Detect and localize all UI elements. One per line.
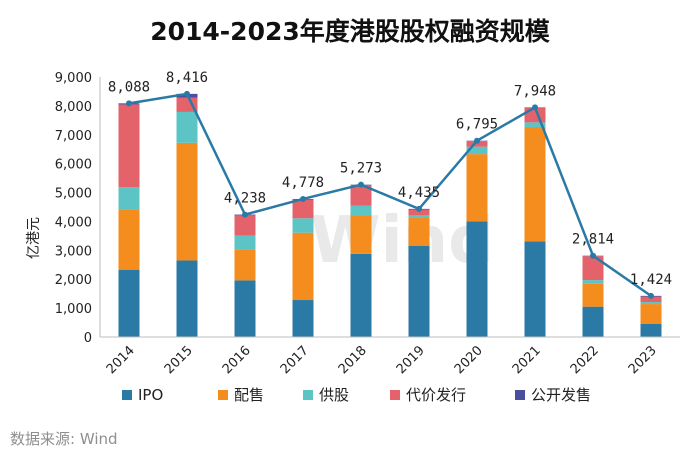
legend-label: IPO xyxy=(138,386,163,404)
total-point xyxy=(184,90,190,97)
x-tick-label: 2017 xyxy=(278,343,312,377)
legend-label: 配售 xyxy=(234,386,264,404)
bar-segment xyxy=(466,141,488,147)
bar-segment xyxy=(292,300,314,337)
x-tick-label: 2015 xyxy=(162,343,196,377)
y-tick-label: 0 xyxy=(84,331,92,346)
total-point xyxy=(474,137,480,144)
bar-segment xyxy=(408,246,430,337)
bar-segment xyxy=(408,209,430,216)
bars-group xyxy=(118,93,662,337)
legend-label: 代价发行 xyxy=(406,386,466,404)
bar-segment xyxy=(582,256,604,281)
y-tick-label: 8,000 xyxy=(55,100,92,115)
bar-segment xyxy=(582,280,604,284)
legend-swatch xyxy=(218,390,228,400)
legend-swatch xyxy=(303,390,313,400)
bar-segment xyxy=(524,126,546,242)
total-line xyxy=(128,92,652,297)
x-tick-label: 2016 xyxy=(220,343,254,377)
legend-swatch xyxy=(390,390,400,400)
total-line-group: 8,088 8,416 4,238 4,778 5,273 4,435 6,795 7,948… xyxy=(108,70,672,299)
y-tick-label: 7,000 xyxy=(55,129,92,144)
total-data-label: 6,795 xyxy=(456,117,498,133)
bar-segment xyxy=(234,249,256,281)
x-tick-label: 2023 xyxy=(626,343,660,377)
bar-segment xyxy=(466,146,488,155)
source-note: 数据来源: Wind xyxy=(10,430,118,448)
bar-segment xyxy=(350,185,372,206)
bar-segment xyxy=(466,221,488,337)
bar-segment xyxy=(466,154,488,222)
bar-segment xyxy=(292,218,314,233)
x-tick-label: 2019 xyxy=(394,343,428,377)
total-point xyxy=(300,195,306,202)
bar-segment xyxy=(176,111,198,143)
bar-segment xyxy=(640,304,662,324)
bar-segment xyxy=(292,232,314,301)
total-data-label: 8,416 xyxy=(166,70,208,86)
y-tick-label: 4,000 xyxy=(55,215,92,230)
bar-segment xyxy=(582,306,604,337)
chart-title: 2014-2023年度港股股权融资规模 xyxy=(150,17,550,46)
total-data-label: 8,088 xyxy=(108,79,150,95)
total-data-label: 4,778 xyxy=(282,175,324,191)
bar-segment xyxy=(350,253,372,337)
total-point xyxy=(358,181,364,188)
bar-segment xyxy=(234,215,256,236)
total-data-label: 4,238 xyxy=(224,191,266,207)
y-tick-label: 5,000 xyxy=(55,187,92,202)
legend-label: 供股 xyxy=(319,386,349,404)
x-tick-label: 2020 xyxy=(452,343,486,377)
total-point xyxy=(416,205,422,212)
bar-segment xyxy=(118,104,140,188)
total-point xyxy=(242,211,248,218)
bar-segment xyxy=(176,142,198,261)
bar-segment xyxy=(640,323,662,337)
bar-segment xyxy=(350,215,372,254)
bar-segment xyxy=(176,260,198,337)
x-tick-label: 2014 xyxy=(104,343,138,377)
x-tick-label: 2022 xyxy=(568,343,602,377)
legend-swatch xyxy=(122,390,132,400)
y-tick-label: 6,000 xyxy=(55,158,92,173)
y-tick-label: 1,000 xyxy=(55,302,92,317)
legend-swatch xyxy=(515,390,525,400)
watermark: Wind xyxy=(310,204,494,278)
bar-segment xyxy=(408,215,430,218)
legend-label: 公开发售 xyxy=(531,386,591,404)
bar-segment xyxy=(118,187,140,210)
x-tick-label: 2018 xyxy=(336,343,370,377)
total-data-label: 7,948 xyxy=(514,83,556,99)
total-data-label: 4,435 xyxy=(398,185,440,201)
bar-segment xyxy=(582,283,604,307)
bar-segment xyxy=(176,97,198,112)
bar-segment xyxy=(640,296,662,303)
total-point xyxy=(648,292,654,299)
total-data-label: 5,273 xyxy=(340,161,382,177)
legend: IPO 配售 供股 代价发行 公开发售 xyxy=(122,386,591,404)
y-tick-label: 9,000 xyxy=(55,71,92,86)
total-point xyxy=(590,252,596,259)
total-point xyxy=(532,104,538,111)
bar-segment xyxy=(350,205,372,216)
bar-segment xyxy=(234,235,256,250)
total-data-label: 1,424 xyxy=(630,272,672,288)
total-point xyxy=(126,100,132,107)
bar-segment xyxy=(524,122,546,127)
bar-segment xyxy=(118,269,140,337)
y-tick-label: 2,000 xyxy=(55,273,92,288)
bar-segment xyxy=(408,217,430,246)
bar-segment xyxy=(118,209,140,270)
y-axis-label: 亿港元 xyxy=(26,217,42,259)
total-data-label: 2,814 xyxy=(572,232,614,248)
bar-segment xyxy=(524,241,546,337)
y-tick-label: 3,000 xyxy=(55,244,92,259)
bar-segment xyxy=(640,302,662,305)
x-tick-label: 2021 xyxy=(510,343,544,377)
bar-segment xyxy=(292,199,314,219)
bar-segment xyxy=(234,280,256,337)
